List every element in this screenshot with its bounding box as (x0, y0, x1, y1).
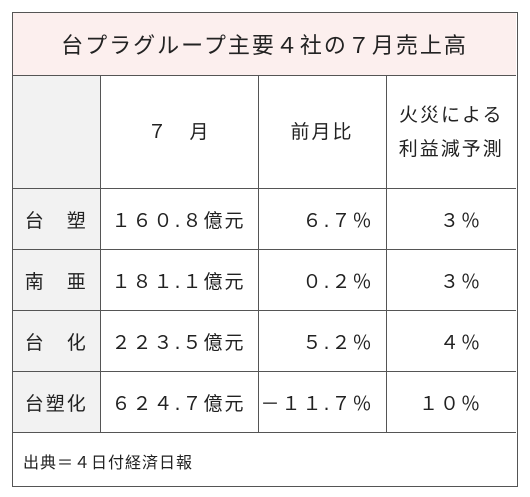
header-cell: 火災による利益減予測 (385, 75, 516, 189)
table-row: 台 塑 １６０.８億元 ６.７％ ３％ (13, 188, 516, 250)
company-cell: 台塑化 (13, 371, 101, 433)
value-cell: ６.７％ (257, 188, 387, 250)
header-cell: 前月比 (257, 75, 387, 189)
table-frame: 台プラグループ主要４社の７月売上高 ７ 月前月比 火災による利益減予測 台 塑 １６… (12, 12, 518, 489)
value-cell: １６０.８億元 (99, 188, 259, 250)
sales-table: 台プラグループ主要４社の７月売上高 ７ 月前月比 火災による利益減予測 台 塑 １６… (13, 13, 516, 489)
value-cell: １０％ (385, 371, 516, 433)
value-cell: ２２３.５億元 (99, 310, 259, 372)
table-row: 南 亜 １８１.１億元 ０.２％ ３％ (13, 249, 516, 311)
table-row: 台塑化 ６２４.７億元 －１１.７％ １０％ (13, 371, 516, 433)
company-cell: 南 亜 (13, 249, 101, 311)
value-cell: －１１.７％ (257, 371, 387, 433)
value-cell: ０.２％ (257, 249, 387, 311)
value-cell: ４％ (385, 310, 516, 372)
value-cell: ６２４.７億元 (99, 371, 259, 433)
value-cell: １８１.１億元 (99, 249, 259, 311)
table-row: 台 化 ２２３.５億元 ５.２％ ４％ (13, 310, 516, 372)
title: 台プラグループ主要４社の７月売上高 (13, 13, 516, 76)
header-cell: ７ 月 (99, 75, 259, 189)
company-cell: 台 塑 (13, 188, 101, 250)
company-cell: 台 化 (13, 310, 101, 372)
value-cell: ３％ (385, 249, 516, 311)
value-cell: ５.２％ (257, 310, 387, 372)
source: 出典＝４日付経済日報 (13, 432, 516, 489)
header-line: 火災による (399, 104, 504, 126)
header-cell (13, 75, 101, 189)
value-cell: ３％ (385, 188, 516, 250)
header-line: 利益減予測 (398, 138, 504, 160)
